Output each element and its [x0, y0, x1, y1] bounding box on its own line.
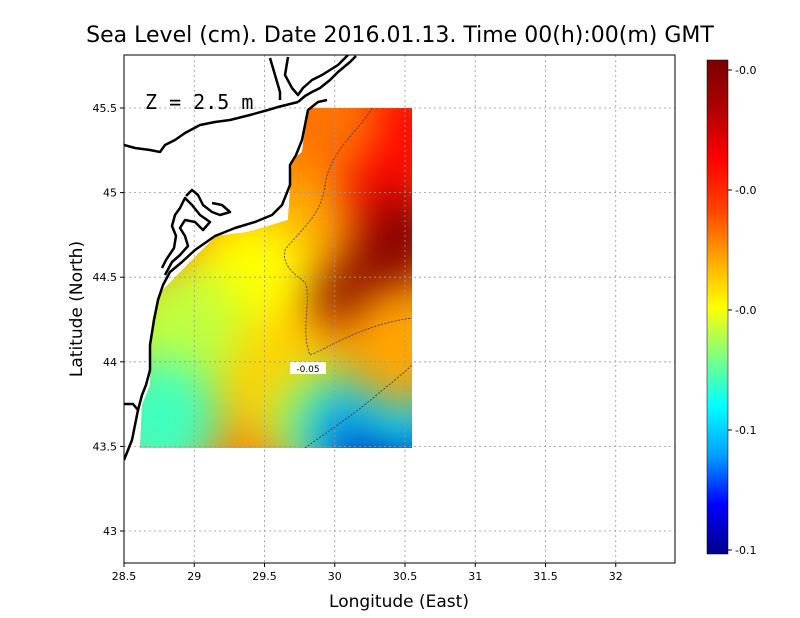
- y-tick-label: 43.5: [93, 440, 118, 453]
- colorbar: -0.0 -0.0 -0.0 -0.1 -0.1: [706, 59, 756, 557]
- colorbar-tick-label: -0.0: [735, 304, 756, 317]
- colorbar-tick-label: -0.1: [735, 424, 756, 437]
- x-axis-label: Longitude (East): [329, 592, 469, 612]
- y-axis: 43 43.5 44 44.5 45 45.5: [93, 102, 124, 538]
- colorbar-ticks: -0.0 -0.0 -0.0 -0.1 -0.1: [728, 64, 756, 557]
- x-tick-label: 31: [468, 570, 482, 583]
- y-tick-label: 45.5: [93, 102, 118, 115]
- contour-line: [304, 364, 412, 448]
- colorbar-bar: [706, 59, 729, 555]
- x-tick-label: 29: [187, 570, 201, 583]
- plot-frame: [123, 54, 676, 564]
- x-tick-label: 29.5: [252, 570, 277, 583]
- x-tick-label: 28.5: [112, 570, 137, 583]
- y-tick-label: 45: [103, 187, 117, 200]
- depth-annotation: Z = 2.5 m: [145, 90, 253, 114]
- x-tick-label: 30: [328, 570, 342, 583]
- colorbar-tick-label: -0.1: [735, 544, 756, 557]
- grid-lines: [124, 55, 675, 563]
- y-axis-label: Latitude (North): [67, 241, 87, 377]
- x-axis: 28.5 29 29.5 30 30.5 31 31.5 32: [112, 563, 623, 583]
- contour-line: [283, 108, 412, 356]
- svg-text:-0.05: -0.05: [296, 365, 319, 375]
- x-tick-label: 31.5: [533, 570, 558, 583]
- x-tick-label: 32: [609, 570, 623, 583]
- field-sample: [140, 359, 222, 448]
- contour-label: -0.05: [290, 362, 326, 375]
- coastline: [124, 55, 357, 461]
- field-sample: [343, 282, 412, 407]
- y-tick-label: 43: [103, 525, 117, 538]
- y-tick-label: 44: [103, 356, 117, 369]
- chart-title: Sea Level (cm). Date 2016.01.13. Time 00…: [86, 23, 714, 48]
- colorbar-tick-label: -0.0: [735, 184, 756, 197]
- y-tick-label: 44.5: [93, 271, 118, 284]
- colorbar-tick-label: -0.0: [735, 64, 756, 77]
- x-tick-label: 30.5: [393, 570, 418, 583]
